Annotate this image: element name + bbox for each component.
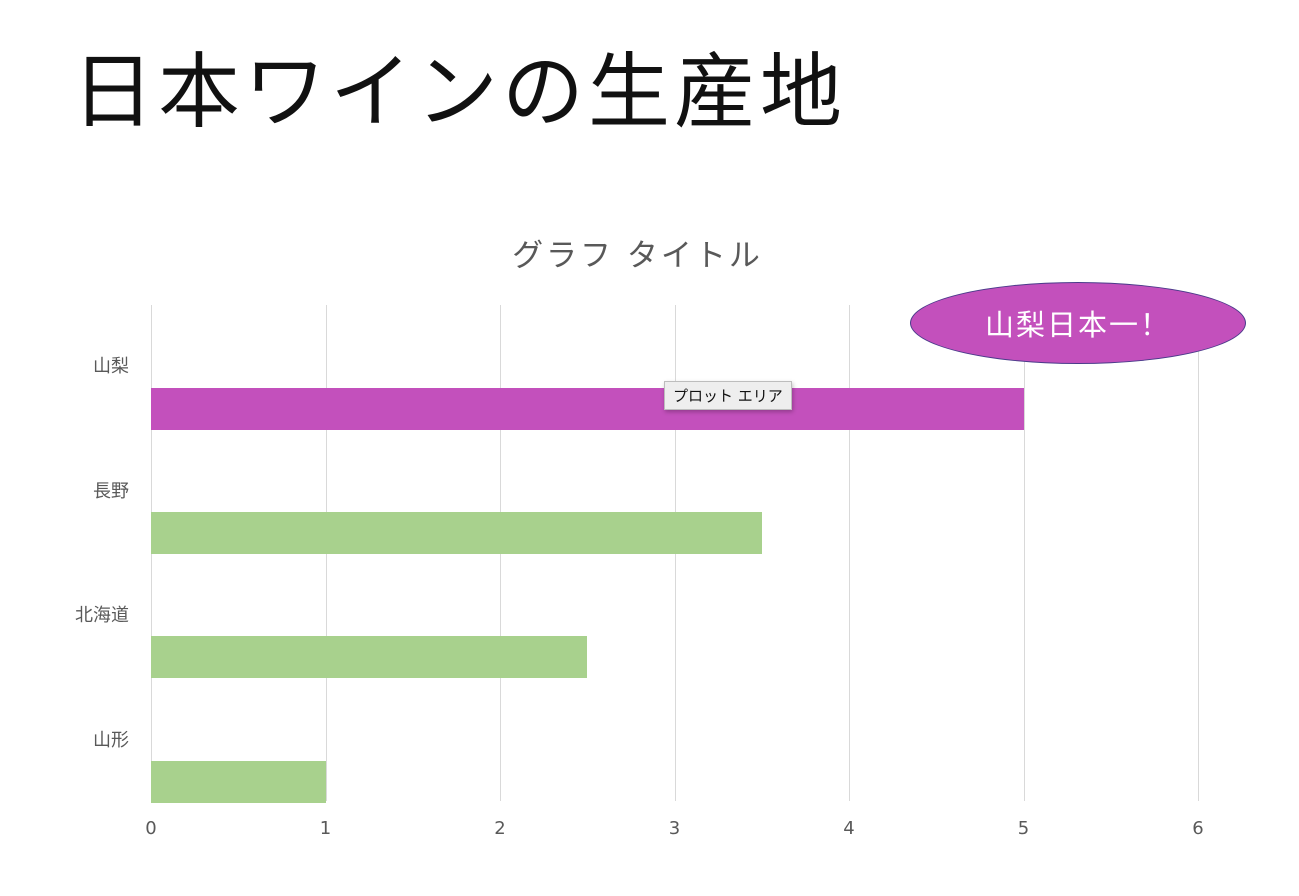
x-tick-2: 2 <box>494 818 506 839</box>
category-label-hokkaido: 北海道 <box>75 605 129 626</box>
x-tick-3: 3 <box>668 818 681 839</box>
gridline-4 <box>849 305 850 801</box>
bar-nagano[interactable] <box>151 512 762 554</box>
slide-title: 日本ワインの生産地 <box>72 45 847 140</box>
x-tick-5: 5 <box>1017 818 1030 839</box>
callout-text: 山梨日本一！ <box>984 308 1171 342</box>
plot-area[interactable] <box>151 305 1199 803</box>
callout-ellipse[interactable]: 山梨日本一！ <box>910 282 1246 364</box>
category-label-nagano: 長野 <box>93 481 129 502</box>
bar-yamagata[interactable] <box>151 761 326 803</box>
gridline-6 <box>1198 305 1199 801</box>
bar-yamanashi[interactable] <box>151 388 1024 430</box>
gridline-5 <box>1023 305 1025 801</box>
plot-area-tooltip: プロット エリア <box>664 381 792 410</box>
bar-hokkaido[interactable] <box>151 636 588 678</box>
category-label-yamagata: 山形 <box>93 730 129 751</box>
x-tick-1: 1 <box>319 818 332 839</box>
x-tick-6: 6 <box>1192 818 1204 839</box>
x-tick-4: 4 <box>843 818 855 839</box>
chart-title-text: グラフ タイトル <box>512 238 763 274</box>
chart-title[interactable]: グラフ タイトル <box>0 230 1299 275</box>
x-tick-0: 0 <box>145 818 157 839</box>
category-label-yamanashi: 山梨 <box>93 356 129 377</box>
